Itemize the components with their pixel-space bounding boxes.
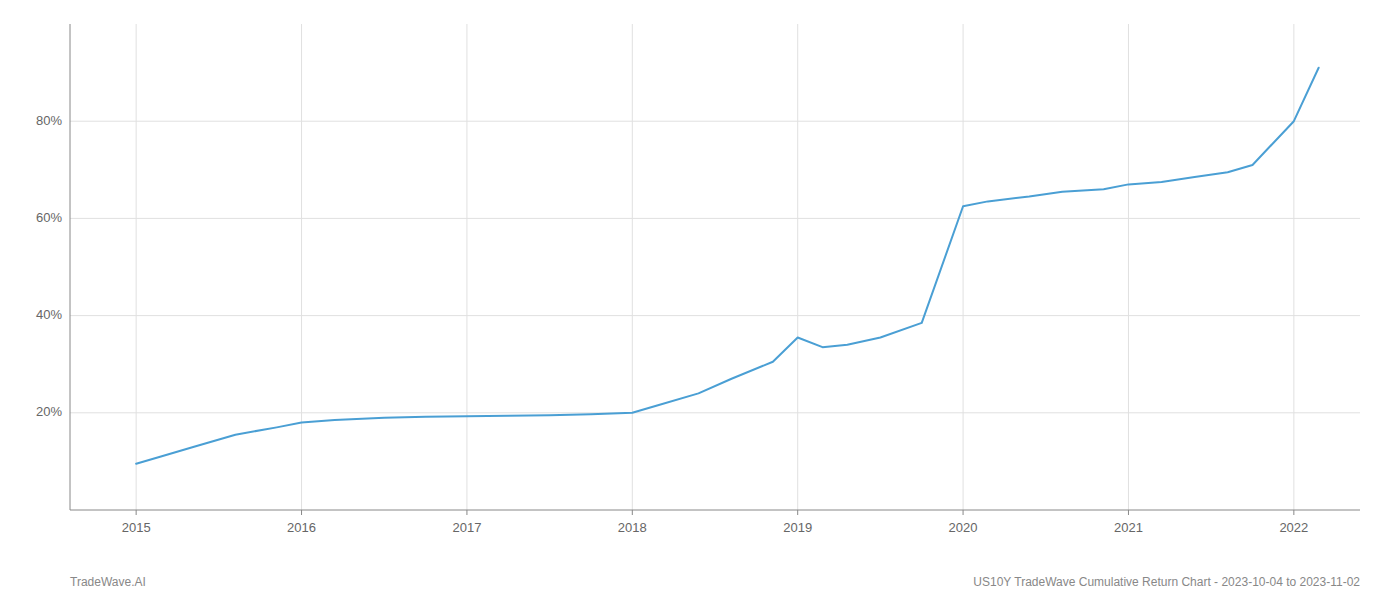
x-grid-line (136, 24, 137, 510)
data-line (136, 68, 1319, 464)
y-grid-line (70, 412, 1360, 413)
x-tick (1128, 510, 1129, 515)
y-tick-label: 40% (36, 307, 62, 322)
x-tick (963, 510, 964, 515)
background (0, 0, 1400, 600)
y-tick-label: 20% (36, 404, 62, 419)
x-grid-line (797, 24, 798, 510)
footer-text: US10Y TradeWave Cumulative Return Chart … (973, 575, 1360, 589)
x-tick-label: 2020 (949, 520, 978, 535)
x-tick (301, 510, 302, 515)
y-tick-label: 60% (36, 210, 62, 225)
x-tick-label: 2017 (452, 520, 481, 535)
x-tick-label: 2019 (783, 520, 812, 535)
x-axis-line (70, 510, 1360, 511)
x-tick-label: 2015 (122, 520, 151, 535)
x-grid-line (1293, 24, 1294, 510)
x-tick (466, 510, 467, 515)
x-grid-line (632, 24, 633, 510)
x-tick-label: 2021 (1114, 520, 1143, 535)
y-grid-line (70, 315, 1360, 316)
x-tick (632, 510, 633, 515)
footer-text: TradeWave.AI (70, 575, 146, 589)
y-grid-line (70, 121, 1360, 122)
x-tick (797, 510, 798, 515)
y-axis-line (70, 24, 71, 510)
x-grid-line (963, 24, 964, 510)
grid (70, 24, 1360, 510)
x-tick-label: 2016 (287, 520, 316, 535)
x-tick (1293, 510, 1294, 515)
x-tick-label: 2022 (1279, 520, 1308, 535)
x-grid-line (466, 24, 467, 510)
x-grid-line (1128, 24, 1129, 510)
chart: 20% 40% 60% 80% 2015 2016 2017 2018 2019 2020 2021… (0, 0, 1400, 600)
x-tick (136, 510, 137, 515)
y-tick-label: 80% (36, 113, 62, 128)
x-grid-line (301, 24, 302, 510)
plot-area (136, 68, 1319, 464)
y-grid-line (70, 218, 1360, 219)
x-tick-label: 2018 (618, 520, 647, 535)
axes: 20% 40% 60% 80% 2015 2016 2017 2018 2019 2020 2021… (36, 24, 1360, 535)
